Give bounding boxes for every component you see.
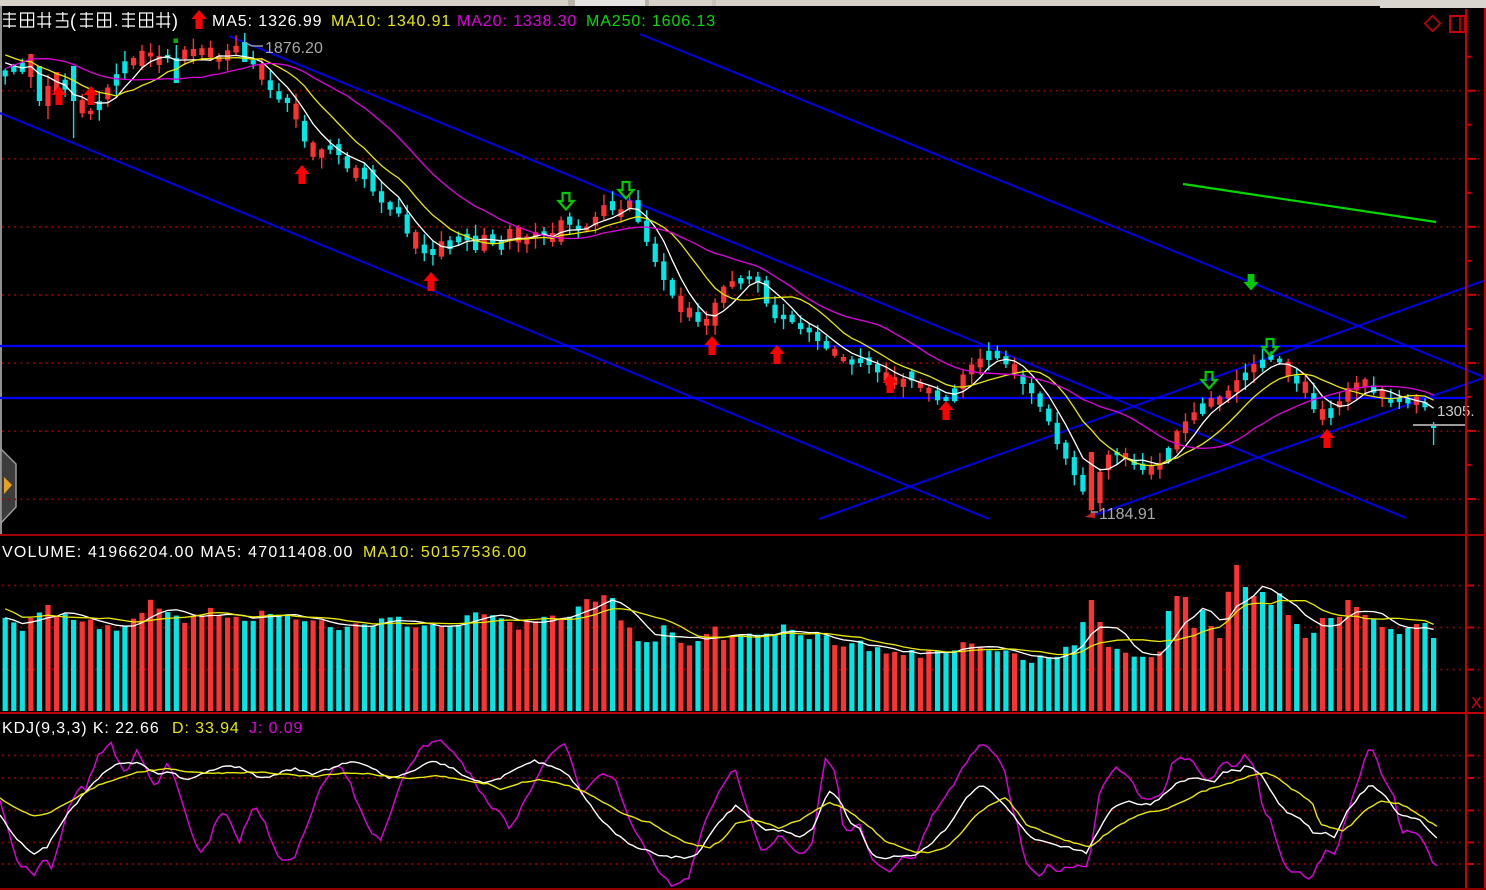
svg-text:KDJ(9,3,3) K: 22.66: KDJ(9,3,3) K: 22.66: [2, 720, 160, 737]
svg-text:MA20: 1338.30: MA20: 1338.30: [457, 13, 577, 30]
svg-text:VOLUME: 41966204.00 MA5: 4701: VOLUME: 41966204.00 MA5: 47011408.00: [2, 544, 354, 561]
svg-text:1876.20: 1876.20: [265, 40, 323, 57]
svg-text:D: 33.94: D: 33.94: [172, 720, 240, 737]
svg-text:.: .: [114, 13, 118, 30]
svg-text:J: 0.09: J: 0.09: [249, 720, 303, 737]
svg-text:MA5: 1326.99: MA5: 1326.99: [212, 13, 322, 30]
svg-text:1184.91: 1184.91: [1099, 506, 1156, 523]
svg-text:): ): [172, 11, 178, 31]
svg-text:MA10: 50157536.00: MA10: 50157536.00: [363, 544, 528, 561]
svg-text:X: X: [1471, 695, 1482, 712]
svg-text:MA250: 1606.13: MA250: 1606.13: [586, 13, 716, 30]
svg-text:1305.: 1305.: [1437, 403, 1475, 420]
svg-text:(: (: [70, 11, 76, 31]
svg-text:MA10: 1340.91: MA10: 1340.91: [331, 13, 451, 30]
